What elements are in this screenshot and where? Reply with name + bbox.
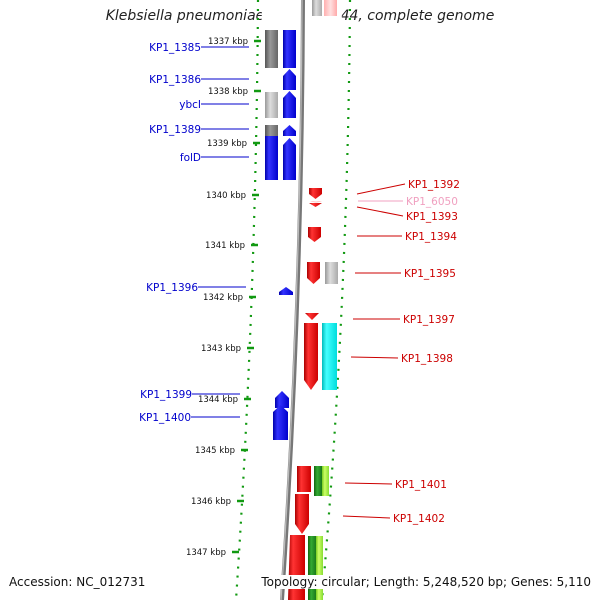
scale-tick-label: 1346 kbp <box>191 497 231 507</box>
feature-KP1_1385-gray <box>265 30 278 68</box>
feature-KP1_1402 <box>295 494 309 534</box>
accession-text: Accession: NC_012731 <box>9 575 146 589</box>
gene-leader-line <box>342 515 391 519</box>
feature-top-gray <box>312 0 322 16</box>
gene-leader-line <box>344 482 393 485</box>
feature-KP1_1396 <box>279 287 293 295</box>
feature-KP1_1385 <box>283 30 296 68</box>
feature-bottom-green <box>308 536 316 600</box>
feature-KP1_1401-green <box>314 466 322 496</box>
gene-label[interactable]: KP1_1402 <box>393 513 445 525</box>
scale-tick-label: 1344 kbp <box>198 395 238 405</box>
scale-tick-label: 1347 kbp <box>186 548 226 558</box>
gene-label[interactable]: KP1_1398 <box>401 353 453 365</box>
gene-label[interactable]: KP1_1400 <box>139 412 191 424</box>
feature-KP1_1397b <box>304 323 318 390</box>
feature-ybcI-gray <box>265 92 278 118</box>
gene-label[interactable]: KP1_6050 <box>406 196 458 208</box>
feature-KP1_1394 <box>308 227 321 242</box>
gene-label[interactable]: KP1_1392 <box>408 179 460 191</box>
gene-leader-line <box>350 356 399 359</box>
feature-KP1_1393 <box>309 203 322 207</box>
feature-folD-a <box>265 136 278 180</box>
gene-label[interactable]: KP1_1389 <box>149 124 201 136</box>
feature-KP1_1389 <box>283 125 296 136</box>
feature-KP1_1386 <box>283 69 296 90</box>
gene-label[interactable]: KP1_1397 <box>403 314 455 326</box>
gene-leader-line <box>356 206 404 217</box>
gene-label[interactable]: KP1_1386 <box>149 74 201 86</box>
feature-KP1_1397 <box>305 313 319 320</box>
feature-KP1_1395-gray <box>325 262 338 284</box>
gene-label[interactable]: KP1_1401 <box>395 479 447 491</box>
gene-label[interactable]: KP1_1399 <box>140 389 192 401</box>
scale-tick-label: 1341 kbp <box>205 241 245 251</box>
gene-label[interactable]: KP1_1396 <box>146 282 198 294</box>
feature-KP1_1399 <box>275 391 289 408</box>
feature-bottom-lgreen <box>316 536 323 600</box>
gene-label[interactable]: folD <box>180 152 201 164</box>
feature-KP1_1398 <box>322 323 337 390</box>
gene-leader-line <box>356 183 406 195</box>
genome-axis <box>280 0 305 600</box>
gene-label[interactable]: KP1_1385 <box>149 42 201 54</box>
scale-tick-label: 1342 kbp <box>203 293 243 303</box>
feature-KP1_1400 <box>273 405 288 440</box>
feature-folD <box>283 138 296 180</box>
scale-tick-label: 1343 kbp <box>201 344 241 354</box>
feature-KP1_1395 <box>307 262 320 284</box>
feature-top-pink <box>324 0 337 16</box>
feature-KP1_1401a <box>297 466 311 492</box>
gene-label[interactable]: KP1_1393 <box>406 211 458 223</box>
gene-label[interactable]: ybcI <box>179 99 201 111</box>
feature-bottom-red <box>288 535 305 600</box>
scale-tick-label: 1345 kbp <box>195 446 235 456</box>
scale-tick-label: 1339 kbp <box>207 139 247 149</box>
gene-labels: KP1_1385 KP1_1386 ybcI KP1_1389 folD KP1_1396… <box>139 42 460 525</box>
feature-KP1_1389-gray <box>265 125 278 136</box>
scale-tick-label: 1340 kbp <box>206 191 246 201</box>
genome-axis-highlight <box>280 0 303 600</box>
scale-tick-label: 1338 kbp <box>208 87 248 97</box>
feature-KP1_6050 <box>310 201 322 203</box>
feature-ybcI <box>283 91 296 118</box>
gene-label[interactable]: KP1_1395 <box>404 268 456 280</box>
track-band <box>236 0 342 600</box>
gene-label[interactable]: KP1_1394 <box>405 231 457 243</box>
scale-ticks: 1337 kbp 1338 kbp 1339 kbp 1340 kbp 1341 kbp… <box>186 37 261 558</box>
scale-tick-label: 1337 kbp <box>208 37 248 47</box>
feature-KP1_1392 <box>309 188 322 199</box>
feature-KP1_1401-lgreen <box>322 466 329 496</box>
summary-text: Topology: circular; Length: 5,248,520 bp… <box>261 575 591 589</box>
